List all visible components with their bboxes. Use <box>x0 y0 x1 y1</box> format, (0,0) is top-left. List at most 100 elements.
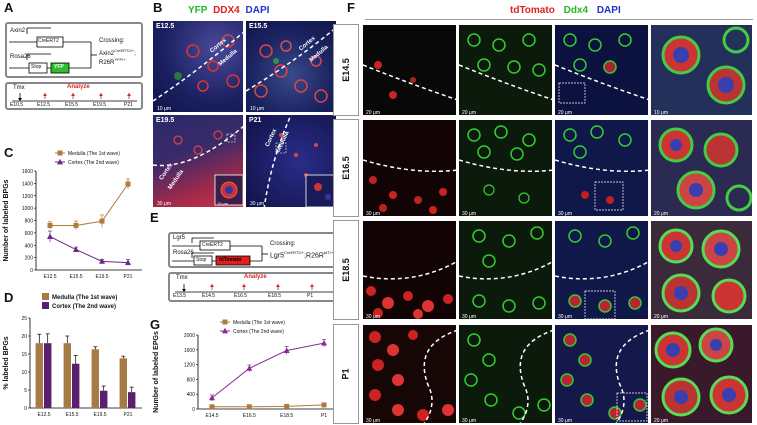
chart-g-xtick-label-0: E14.5 <box>205 413 218 419</box>
chart-d-ylabel: % labeled BPGs <box>3 336 10 389</box>
chart-c-series-line-0 <box>50 183 129 226</box>
chart-c-ytick-label-5: 1000 <box>22 206 33 212</box>
f1-c3-scale: 20 μm <box>558 110 572 116</box>
chart-d-bar-1-3 <box>128 392 136 408</box>
schematic-e-reporter: tdTomato <box>219 257 242 263</box>
chart-d-bar-0-3 <box>119 358 127 408</box>
f2-c3-scale: 30 μm <box>558 211 572 217</box>
chart-d-ytick-label-2: 10 <box>21 370 27 376</box>
schematic-e-gene1: Lgr5 <box>173 235 186 241</box>
chart-d-legend-label-1: Cortex (The 2nd wave) <box>52 304 116 310</box>
chart-g-point-0-3 <box>321 402 327 408</box>
micrograph-b-p21: P21 Cortex Medulla 30 μm <box>245 114 337 208</box>
chart-g-ytick-label-2: 800 <box>187 377 196 383</box>
chart-d-ytick-label-0: 0 <box>24 406 27 412</box>
micrograph-f-p1-zoom: 20 μm <box>650 324 753 424</box>
chart-d-ytick-label-1: 5 <box>24 388 27 394</box>
f2-c4-scale: 20 μm <box>654 211 668 217</box>
chart-g-point-0-0 <box>209 404 215 410</box>
schematic-a-time-4: P21 <box>124 102 133 108</box>
panel-f-rule <box>365 19 753 20</box>
panel-b-legend: YFP DDX4 DAPI <box>188 5 269 16</box>
micrograph-f-e16-5-merge: 30 μm <box>554 119 649 217</box>
tile-b4-scale: 30 μm <box>250 201 264 207</box>
tile-b4-stage: P21 <box>249 117 262 124</box>
tile-b2-stage: E15.5 <box>249 23 268 30</box>
chart-c-series-line-1 <box>49 236 129 264</box>
chart-c-ytick-label-6: 1200 <box>22 194 33 200</box>
chart-c-legend-marker-0 <box>57 150 63 156</box>
chart-c-xtick-label-0: E12.5 <box>43 274 56 280</box>
f3-c2-scale: 30 μm <box>462 314 476 320</box>
chart-c-legend-marker-1 <box>57 158 63 165</box>
f1-c1-scale: 20 μm <box>366 110 380 116</box>
micrograph-f-e16-5-zoom: 20 μm <box>650 119 753 217</box>
chart-c-legend-label-0: Medulla (The 1st wave) <box>68 151 120 157</box>
chart-d-bar-1-0 <box>44 343 52 408</box>
chart-d-bar-0-1 <box>63 343 71 408</box>
chart-c-ytick-label-0: 0 <box>30 268 33 274</box>
schematic-e-time-2: E16.5 <box>234 293 248 299</box>
schematic-e-tmx: Tmx <box>176 275 188 281</box>
chart-g-xtick-label-1: E16.5 <box>243 413 256 419</box>
f4-c1-scale: 30 μm <box>366 418 380 424</box>
chart-g-series-line-0 <box>212 404 325 408</box>
micrograph-f-p1-ddx4: 30 μm <box>458 324 553 424</box>
f2-c2-scale: 30 μm <box>462 211 476 217</box>
f3-c3-scale: 30 μm <box>558 314 572 320</box>
row-label-p1: P1 <box>333 324 359 424</box>
chart-c-point-1-3 <box>125 259 131 265</box>
panel-f-legend: tdTomato Ddx4 DAPI <box>510 5 621 16</box>
legend-yfp: YFP <box>188 5 208 16</box>
chart-c-point-1-1 <box>73 246 79 252</box>
chart-c-ytick-label-2: 400 <box>25 243 34 249</box>
chart-d-xtick-label-2: E19.5 <box>93 412 106 418</box>
schematic-a-cross-result-a: Axin2CreERT2/+; <box>99 48 136 57</box>
chart-g-xtick-label-2: E18.5 <box>280 413 293 419</box>
chart-c-point-0-0 <box>47 222 53 228</box>
chart-g-point-0-2 <box>284 403 290 409</box>
chart-g-ytick-label-3: 1200 <box>184 363 195 369</box>
schematic-e-analyze: Analyze <box>244 274 267 280</box>
panel-label-a: A <box>4 0 14 15</box>
chart-g-legend-marker-1 <box>222 327 228 334</box>
chart-g-ytick-label-0: 0 <box>192 407 195 413</box>
row-label-e16-5: E16.5 <box>333 119 359 217</box>
chart-c-point-1-0 <box>47 233 53 239</box>
chart-g-point-1-0 <box>209 394 215 401</box>
chart-c-point-0-1 <box>73 222 79 228</box>
chart-g-legend-label-0: Medulla (The 1st wave) <box>233 320 285 326</box>
chart-c-ylabel: Number of labeled BPGs <box>3 179 10 261</box>
panel-label-f: F <box>347 0 355 15</box>
schematic-a-reporter: YFP <box>54 64 64 70</box>
chart-c-point-0-3 <box>125 181 131 187</box>
tile-b1-scale: 10 μm <box>157 106 171 112</box>
schematic-e-stop: Stop <box>196 257 207 263</box>
schematic-a-time-0: E10.5 <box>10 102 24 108</box>
panel-label-e: E <box>150 210 159 225</box>
chart-g-ytick-label-4: 1600 <box>184 348 195 354</box>
chart-c-point-1-2 <box>99 258 105 264</box>
chart-c-ytick-label-4: 800 <box>25 219 34 225</box>
schematic-e-time-0: E13.5 <box>173 293 187 299</box>
micrograph-b-e19-5: E19.5 Cortex Medulla 30 μm 10 μm <box>152 114 244 208</box>
f4-c3-scale: 30 μm <box>558 418 572 424</box>
schematic-e-construct-box: Lgr5 CreERT2 Rosa26 Stop tdTomato Crossi… <box>168 232 342 268</box>
schematic-a-crossing: Crossing: <box>99 38 125 44</box>
f4-c2-scale: 30 μm <box>462 418 476 424</box>
chart-g-point-1-1 <box>246 365 253 371</box>
schematic-a-stop: Stop <box>31 64 42 70</box>
chart-d-xtick-label-0: E12.5 <box>37 412 50 418</box>
micrograph-f-e16-5-tdtomato: 30 μm <box>362 119 457 217</box>
f4-c4-scale: 20 μm <box>654 418 668 424</box>
chart-g-ytick-label-1: 400 <box>187 392 196 398</box>
schematic-a-construct-box: Axin2 CreERT2 Rosa26 Stop YFP Crossing: … <box>5 22 143 78</box>
panel-label-b: B <box>153 0 163 15</box>
chart-c-legend-label-1: Cortex (The 2nd wave) <box>68 160 119 166</box>
panel-label-d: D <box>4 290 14 305</box>
f1-c4-scale: 10 μm <box>654 110 668 116</box>
chart-d-legend-swatch-1 <box>42 302 49 309</box>
micrograph-f-p1-tdtomato: 30 μm <box>362 324 457 424</box>
schematic-e-crossing: Crossing: <box>270 241 296 247</box>
chart-d-xtick-label-3: P21 <box>124 412 133 418</box>
